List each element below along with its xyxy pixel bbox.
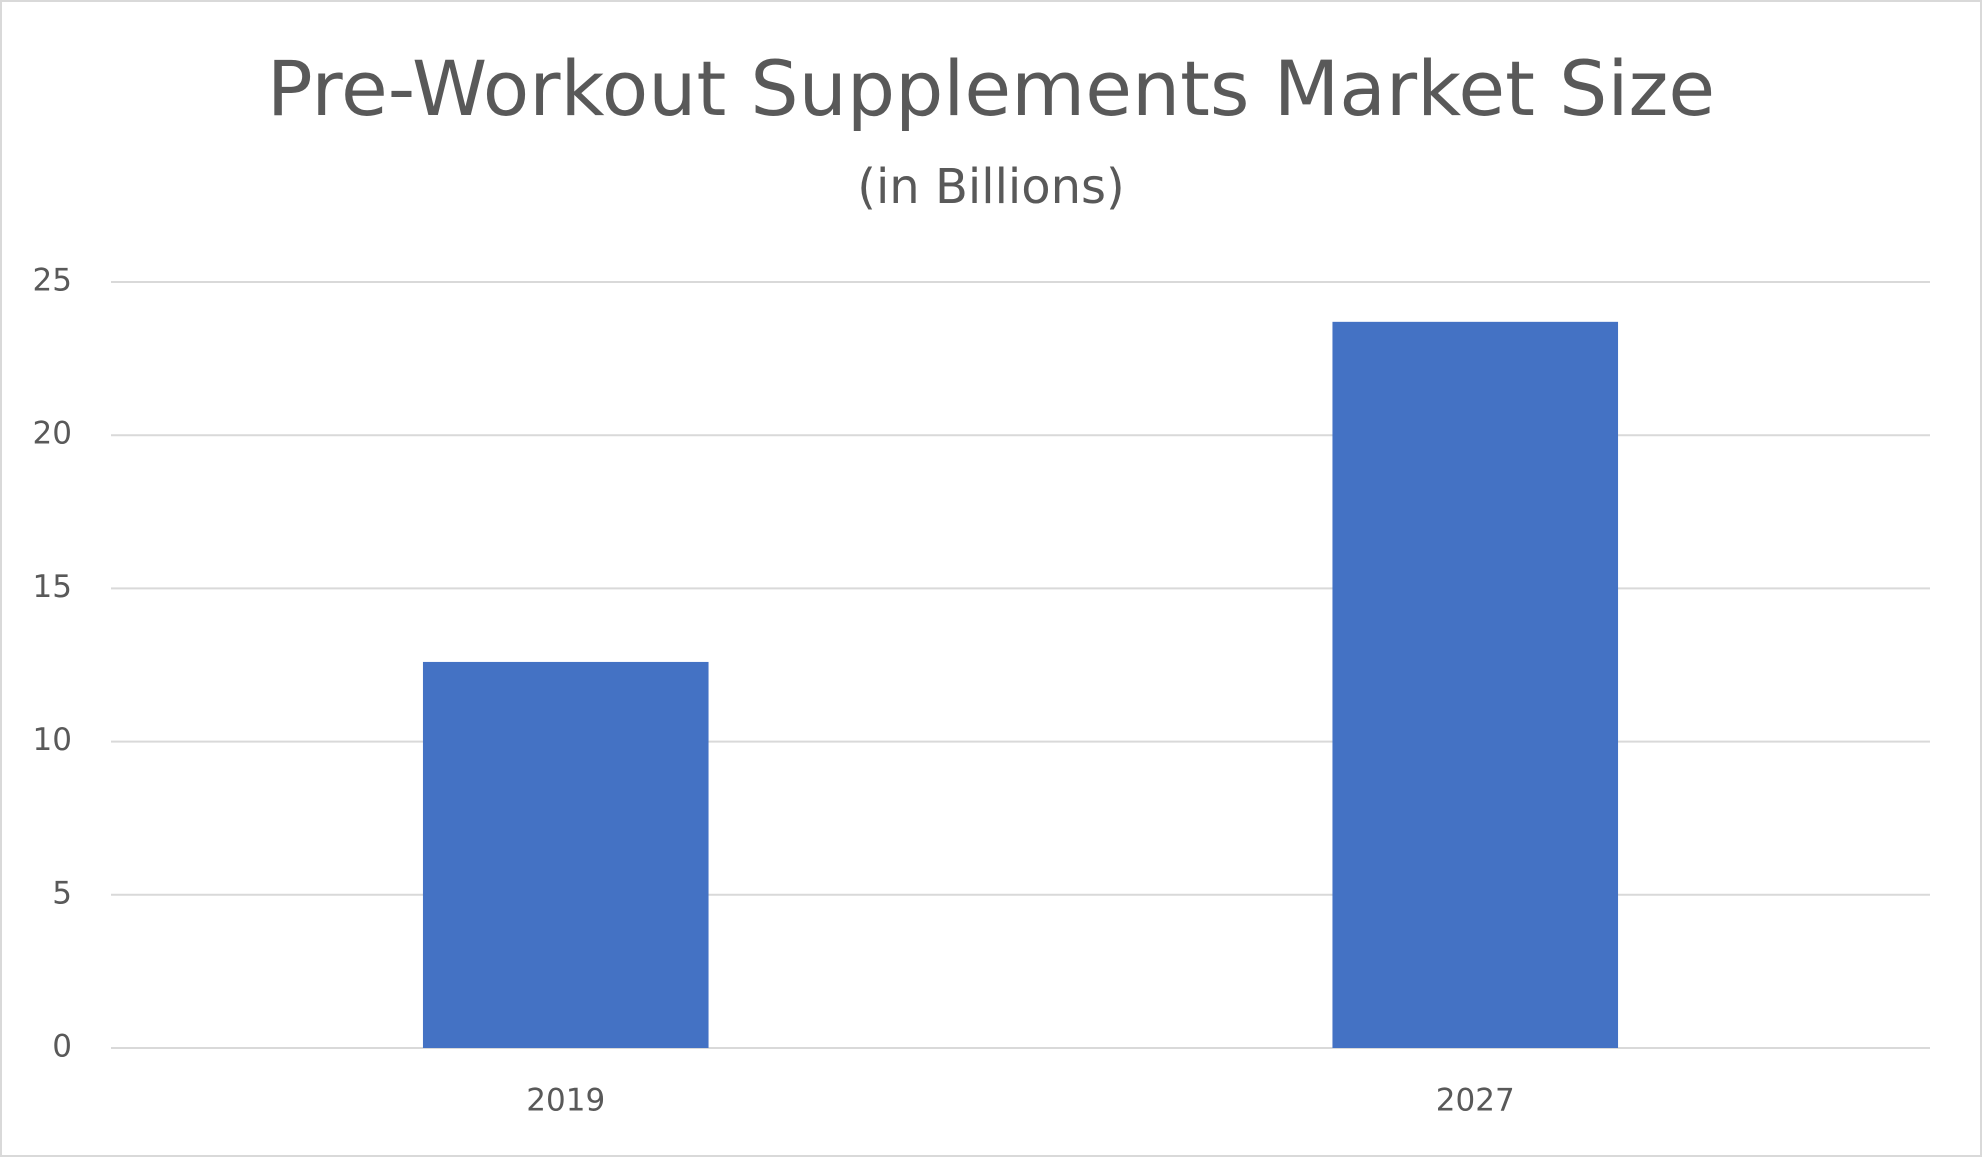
y-tick-label: 5 <box>52 875 72 911</box>
bar <box>1332 321 1619 1048</box>
y-tick-label: 25 <box>33 263 72 299</box>
chart-subtitle: (in Billions) <box>857 159 1125 215</box>
y-tick-label: 15 <box>33 569 72 605</box>
y-tick-label: 10 <box>33 722 72 758</box>
bar <box>422 661 709 1048</box>
chart-title: Pre-Workout Supplements Market Size <box>267 44 1715 133</box>
x-tick-label: 2019 <box>526 1083 605 1119</box>
x-tick-label: 2027 <box>1436 1083 1515 1119</box>
y-tick-label: 20 <box>33 416 72 452</box>
y-tick-label: 0 <box>52 1029 72 1065</box>
